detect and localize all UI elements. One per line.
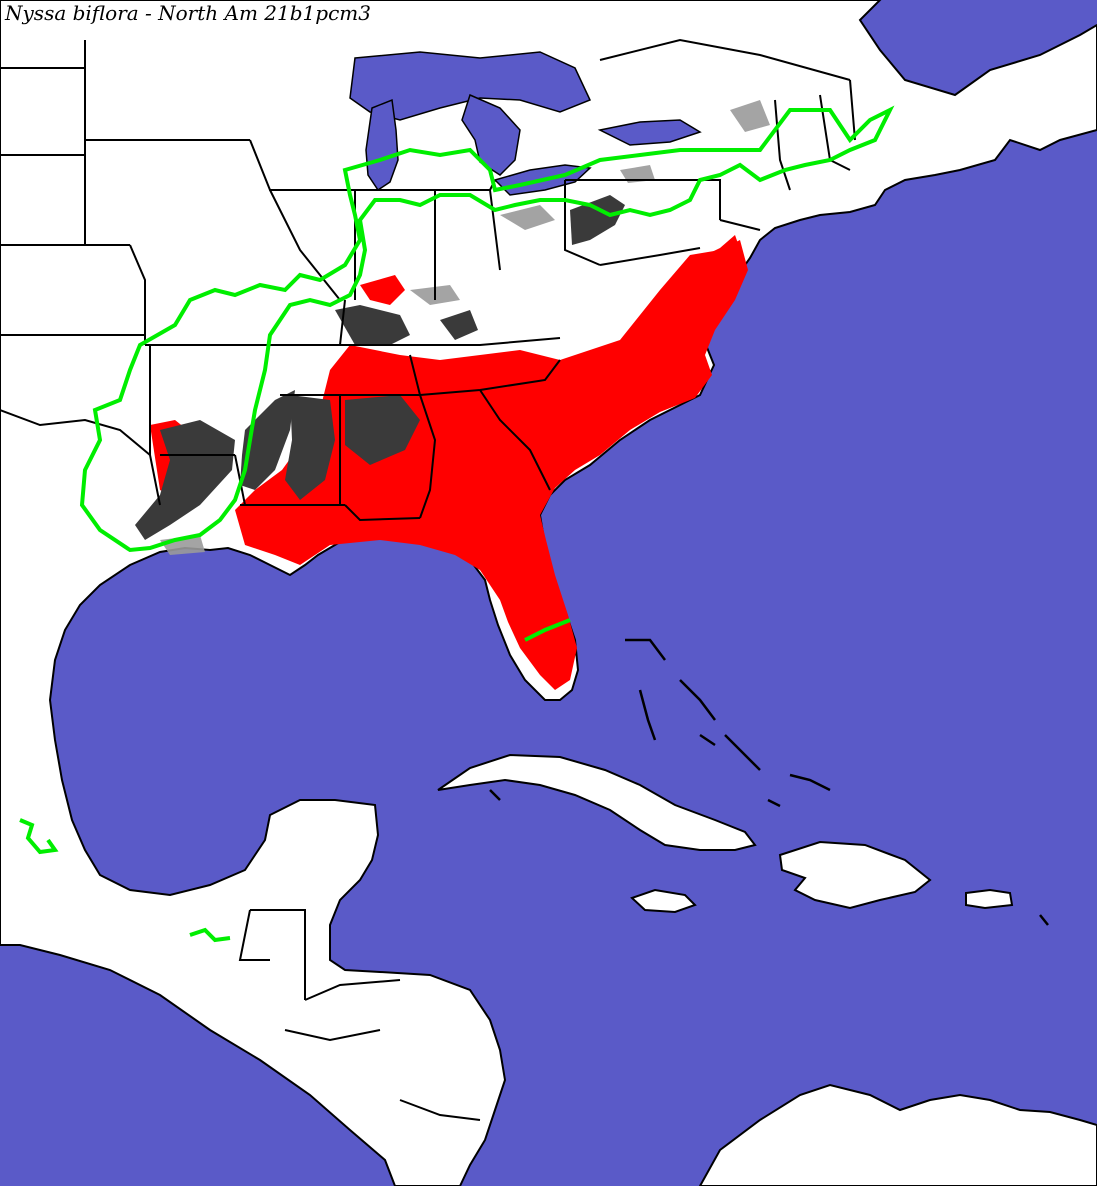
map-title: Nyssa biflora - North Am 21b1pcm3 xyxy=(4,2,374,25)
hispaniola xyxy=(778,840,932,910)
south-america-land xyxy=(698,1083,1097,1186)
dark-habitat-zones xyxy=(135,195,625,540)
range-outline xyxy=(19,105,895,943)
gray-habitat-zones xyxy=(160,100,770,555)
cuba xyxy=(437,753,757,851)
bahamas-islands xyxy=(489,638,1049,926)
jamaica xyxy=(630,888,697,914)
political-borders xyxy=(0,38,856,1121)
puerto-rico xyxy=(965,888,1014,910)
